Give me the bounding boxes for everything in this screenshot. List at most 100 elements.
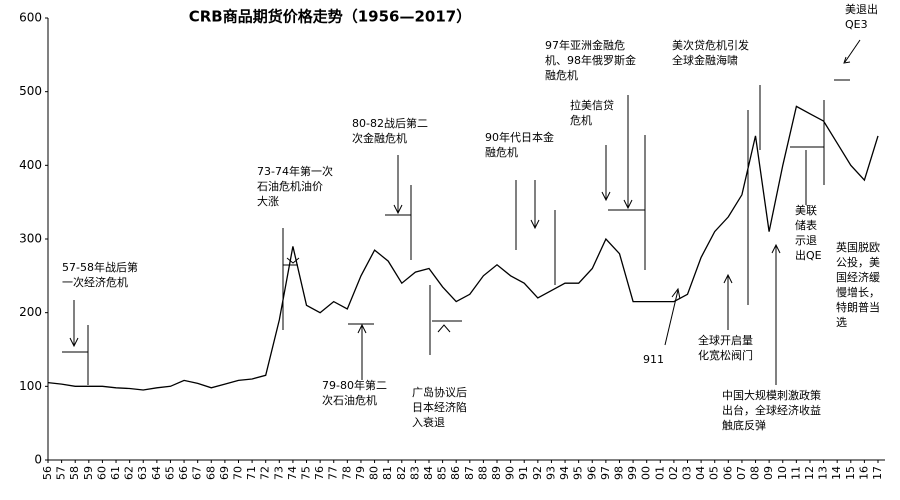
annotation: 公投，美	[836, 255, 880, 269]
annotation: 危机	[570, 113, 592, 127]
x-tick-label: 76	[313, 466, 326, 480]
y-tick-label: 600	[19, 11, 42, 25]
x-tick-label: 89	[490, 466, 503, 480]
y-tick-label: 100	[19, 379, 42, 393]
annotation: 全球开启量	[698, 333, 753, 347]
x-tick-label: 00	[640, 466, 653, 480]
x-tick-label: 62	[123, 466, 136, 480]
annotation: 拉美信贷	[570, 98, 614, 112]
x-tick-label: 06	[721, 466, 734, 480]
annotation: 一次经济危机	[62, 275, 128, 289]
x-tick-label: 66	[177, 466, 190, 480]
x-tick-label: 86	[449, 466, 462, 480]
annotation: 79-80年第二	[322, 378, 387, 392]
x-tick-label: 63	[136, 466, 149, 480]
annotation: 美联	[795, 204, 817, 217]
x-tick-label: 58	[68, 466, 81, 480]
x-tick-label: 01	[653, 466, 666, 480]
chart-title: CRB商品期货价格走势（1956—2017）	[189, 8, 472, 26]
x-tick-label: 84	[422, 466, 435, 480]
x-tick-label: 07	[735, 466, 748, 480]
annotation: 触底反弹	[722, 418, 766, 432]
y-tick-label: 300	[19, 232, 42, 246]
annotation-arrows	[62, 39, 861, 385]
x-tick-label: 83	[408, 466, 421, 480]
x-tick-label: 90	[504, 466, 517, 480]
x-tick-label: 72	[259, 466, 272, 480]
y-tick-label: 500	[19, 84, 42, 98]
x-tick-label: 74	[286, 466, 299, 480]
x-tick-label: 77	[327, 466, 340, 480]
annotation: 911	[643, 353, 664, 366]
annotation: 出台，全球经济收益	[722, 403, 821, 417]
annotation: 57-58年战后第	[62, 260, 138, 274]
x-tick-label: 70	[231, 466, 244, 480]
y-tick-label: 0	[34, 453, 42, 467]
annotation: 慢增长，	[836, 285, 880, 299]
y-tick-label: 400	[19, 158, 42, 172]
x-tick-label: 59	[82, 466, 95, 480]
x-tick-label: 81	[381, 466, 394, 480]
annotation: 融危机	[485, 145, 518, 159]
annotation: 美退出	[845, 2, 878, 16]
x-tick-label: 96	[585, 466, 598, 480]
x-tick-label: 02	[667, 466, 680, 480]
x-tick-label: 16	[857, 466, 870, 480]
x-tick-label: 98	[612, 466, 625, 480]
annotation: 石油危机油价	[257, 179, 323, 193]
annotation: 示退	[795, 234, 817, 247]
x-tick-label: 68	[204, 466, 217, 480]
annotation: 英国脱欧	[836, 240, 880, 254]
x-tick-label: 11	[789, 466, 802, 480]
x-tick-label: 87	[463, 466, 476, 480]
x-tick-label: 17	[871, 466, 884, 480]
x-tick-label: 95	[572, 466, 585, 480]
annotation: 80-82战后第二	[352, 116, 428, 130]
price-line	[47, 105, 879, 391]
x-tick-label: 57	[55, 466, 68, 480]
annotation: 广岛协议后	[412, 385, 467, 399]
x-tick-label: 64	[150, 466, 163, 480]
x-tick-label: 92	[531, 466, 544, 480]
annotation: 73-74年第一次	[257, 164, 333, 178]
annotation: 融危机	[545, 68, 578, 82]
x-tick-label: 65	[163, 466, 176, 480]
annotation: 储表	[795, 218, 817, 232]
x-tick-label: 13	[817, 466, 830, 480]
x-tick-label: 71	[245, 466, 258, 480]
x-tick-label: 56	[41, 466, 54, 480]
x-tick-label: 12	[803, 466, 816, 480]
x-tick-label: 14	[830, 466, 843, 480]
x-tick-label: 75	[300, 466, 313, 480]
x-tick-label: 67	[191, 466, 204, 480]
x-tick-label: 97	[599, 466, 612, 480]
x-tick-label: 80	[368, 466, 381, 480]
x-tick-label: 88	[476, 466, 489, 480]
x-tick-label: 82	[395, 466, 408, 480]
annotation: 中国大规模刺激政策	[722, 388, 821, 402]
annotation: 全球金融海啸	[672, 53, 738, 67]
annotation: 特朗普当	[836, 300, 880, 314]
annotation: 选	[836, 316, 847, 329]
x-tick-label: 78	[340, 466, 353, 480]
annotation: QE3	[845, 18, 868, 31]
annotation: 次金融危机	[352, 131, 407, 145]
annotation: 入衰退	[412, 415, 445, 429]
annotation: 国经济缓	[836, 270, 880, 284]
x-tick-label: 15	[844, 466, 857, 480]
x-tick-label: 93	[544, 466, 557, 480]
x-tick-label: 85	[436, 466, 449, 480]
x-tick-label: 69	[218, 466, 231, 480]
x-tick-label: 60	[95, 466, 108, 480]
annotation: 机、98年俄罗斯金	[545, 53, 636, 67]
annotation: 美次贷危机引发	[672, 38, 749, 52]
x-tick-label: 73	[272, 466, 285, 480]
x-tick-label: 79	[354, 466, 367, 480]
x-tick-label: 04	[694, 466, 707, 480]
annotation: 日本经济陷	[412, 400, 467, 414]
annotation: 大涨	[257, 194, 279, 208]
x-tick-label: 09	[762, 466, 775, 480]
annotation: 次石油危机	[322, 393, 377, 407]
x-tick-label: 05	[708, 466, 721, 480]
